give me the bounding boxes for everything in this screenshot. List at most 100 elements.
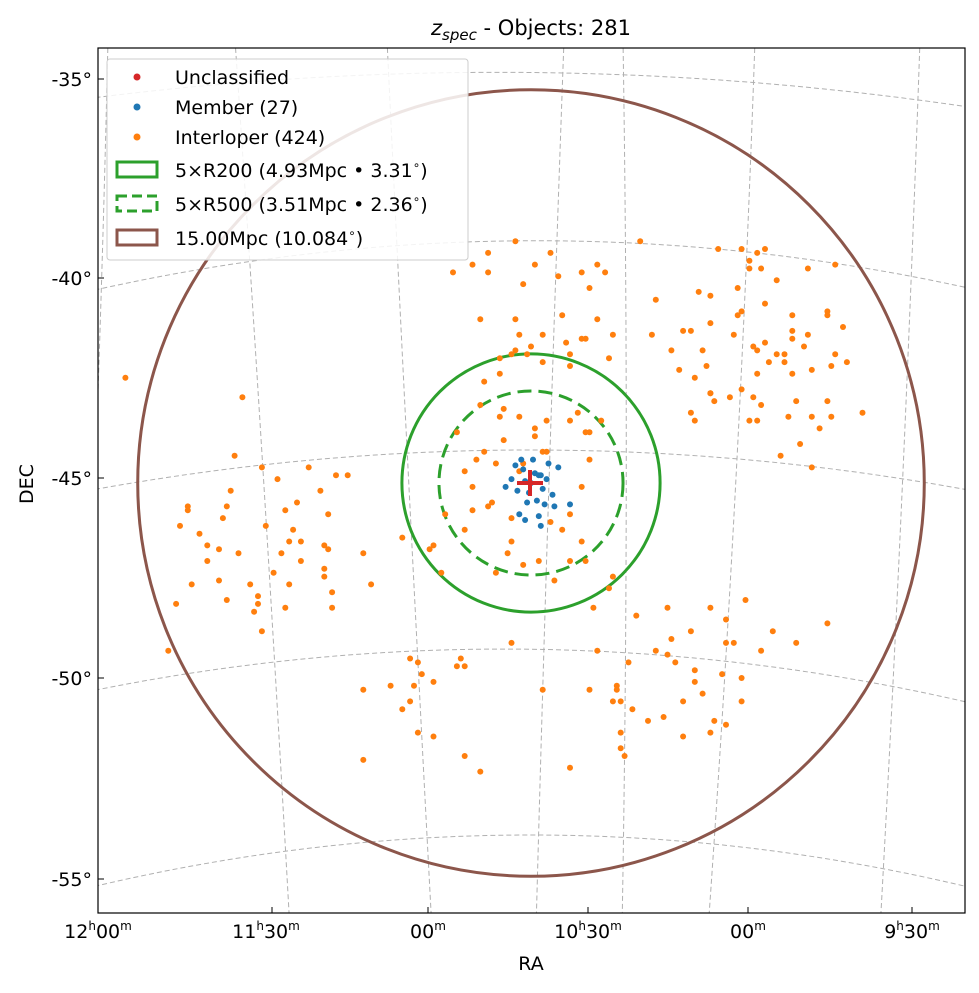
interloper-point (687, 409, 694, 416)
interloper-point (282, 604, 289, 611)
member-point (522, 517, 529, 523)
interloper-point (492, 460, 499, 467)
interloper-point (773, 277, 780, 284)
interloper-point (832, 351, 839, 358)
interloper-point (216, 577, 222, 584)
interloper-point (411, 682, 417, 689)
interloper-point (824, 398, 831, 405)
interloper-point (594, 261, 601, 268)
interloper-point (469, 261, 476, 268)
interloper-point (691, 417, 698, 424)
interloper-point (797, 441, 804, 447)
legend-label: 15.00Mpc (10.084∘) (175, 226, 363, 250)
x-tick-label: 9h30m (884, 919, 940, 943)
member-point (555, 464, 562, 471)
interloper-point (734, 285, 741, 291)
member-point (512, 462, 519, 469)
interloper-point (184, 507, 191, 514)
interloper-point (418, 671, 425, 678)
interloper-point (808, 464, 815, 471)
interloper-point (738, 675, 745, 681)
interloper-point (703, 363, 710, 369)
member-point (518, 456, 525, 463)
interloper-point (586, 686, 593, 693)
interloper-point (723, 639, 729, 646)
interloper-point (489, 499, 495, 506)
interloper-point (559, 526, 566, 533)
interloper-point (485, 269, 492, 276)
interloper-point (438, 569, 445, 576)
x-tick-label: 12h00m (64, 919, 132, 943)
interloper-point (582, 335, 589, 342)
interloper-point (617, 698, 624, 705)
interloper-point (645, 717, 651, 724)
interloper-point (691, 678, 698, 685)
interloper-point (531, 425, 538, 432)
interloper-point (824, 620, 831, 627)
interloper-point (555, 273, 562, 280)
interloper-point (258, 464, 265, 471)
interloper-point (563, 339, 570, 346)
interloper-point (746, 257, 753, 264)
interloper-point (762, 300, 768, 307)
interloper-point (282, 507, 289, 514)
legend-marker-r200 (115, 160, 159, 179)
interloper-point (843, 359, 850, 366)
interloper-point (578, 483, 585, 490)
interloper-point (325, 511, 332, 518)
interloper-point (508, 515, 515, 522)
member-point (543, 476, 550, 483)
interloper-point (707, 320, 714, 327)
interloper-point (539, 448, 546, 455)
interloper-point (317, 487, 324, 494)
interloper-point (496, 370, 503, 377)
interloper-point (808, 413, 815, 420)
interloper-point (512, 316, 519, 323)
interloper-point (769, 628, 776, 635)
interloper-point (399, 534, 406, 541)
x-tick-label: 10h30m (554, 919, 622, 943)
interloper-point (477, 402, 484, 408)
interloper-point (255, 593, 261, 600)
interloper-point (461, 526, 468, 533)
interloper-point (567, 764, 573, 771)
interloper-point (368, 581, 375, 588)
member-point (533, 497, 540, 504)
interloper-point (680, 327, 687, 334)
interloper-point (188, 581, 195, 588)
legend: Unclassified Member (27) Interloper (424… (106, 58, 469, 261)
radius-circles (136, 88, 926, 878)
interloper-point (715, 246, 722, 252)
interloper-point (258, 628, 265, 635)
interloper-point (414, 729, 421, 736)
interloper-point (785, 413, 792, 420)
interloper-point (754, 370, 761, 377)
interloper-point (723, 721, 729, 728)
interloper-point (430, 542, 437, 549)
interloper-point (789, 370, 796, 377)
member-point (535, 513, 542, 520)
cluster-center-marker (517, 470, 543, 496)
interloper-point (286, 581, 293, 588)
legend-label: Unclassified (175, 67, 289, 89)
legend-label: 5×R500 (3.51Mpc • 2.36∘) (175, 192, 428, 216)
legend-label: 5×R200 (4.93Mpc • 3.31∘) (175, 158, 428, 182)
interloper-point (664, 651, 671, 658)
interloper-point (453, 429, 460, 436)
legend-label: Interloper (424) (175, 127, 325, 149)
interloper-point (652, 296, 659, 303)
interloper-point (520, 561, 527, 568)
interloper-point (204, 558, 211, 564)
interloper-point (726, 394, 733, 401)
interloper-point (762, 246, 768, 252)
interloper-point (832, 261, 839, 268)
interloper-point (586, 429, 593, 436)
interloper-point (781, 359, 788, 366)
interloper-point (567, 351, 573, 358)
interloper-point (730, 331, 737, 338)
interloper-point (687, 628, 694, 635)
interloper-point (754, 417, 761, 424)
interloper-point (520, 281, 527, 288)
